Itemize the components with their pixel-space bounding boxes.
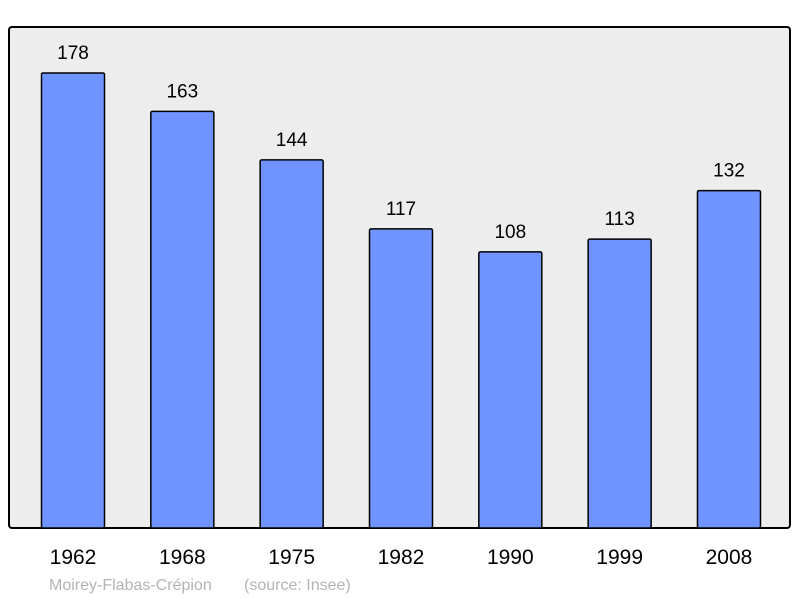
data-label-1962: 178 <box>57 43 89 64</box>
x-tick-1968: 1968 <box>159 546 206 569</box>
footer-place: Moirey-Flabas-Crépion <box>49 577 212 594</box>
bar-1962 <box>40 72 106 529</box>
x-tick-1999: 1999 <box>596 546 643 569</box>
data-label-1982: 117 <box>386 199 416 220</box>
data-label-1990: 108 <box>494 222 526 243</box>
bar-1975 <box>259 159 324 529</box>
footer-source: (source: Insee) <box>244 577 351 594</box>
data-label-2008: 132 <box>713 161 745 182</box>
bar-1990 <box>478 251 543 529</box>
data-label-1999: 113 <box>605 209 635 230</box>
x-tick-1975: 1975 <box>268 546 315 569</box>
data-label-1975: 144 <box>276 130 308 151</box>
bar-2008 <box>696 189 762 529</box>
x-tick-1982: 1982 <box>378 546 425 569</box>
data-label-1968: 163 <box>166 81 198 102</box>
bar-1982 <box>368 228 434 529</box>
bar-1968 <box>150 110 215 529</box>
bar-1999 <box>587 238 652 529</box>
x-tick-1990: 1990 <box>487 546 534 569</box>
x-tick-1962: 1962 <box>50 546 97 569</box>
x-tick-2008: 2008 <box>706 546 753 569</box>
